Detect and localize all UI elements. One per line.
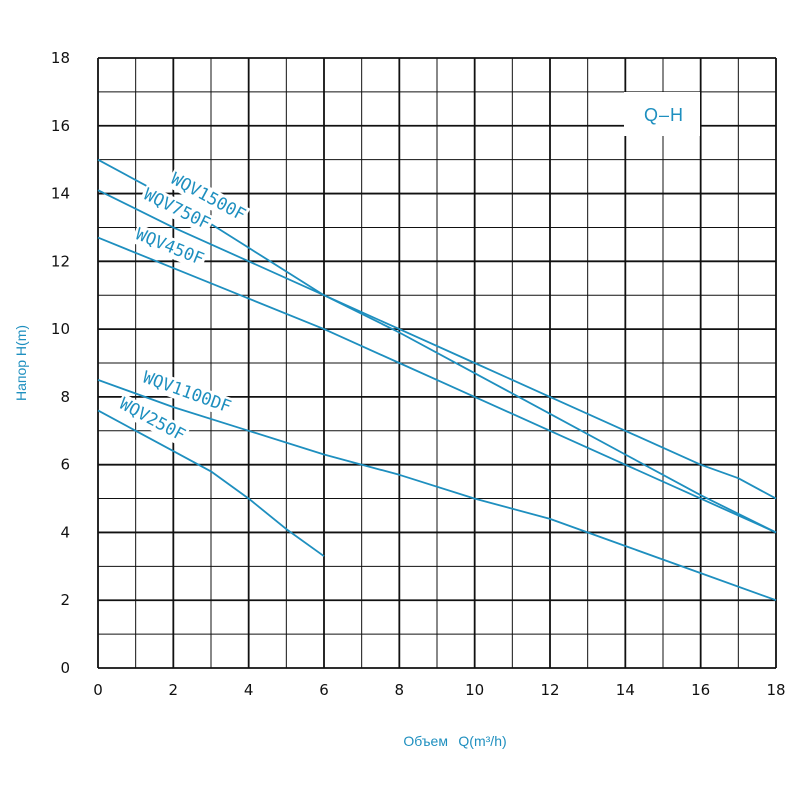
x-tick-label: 2	[169, 681, 179, 699]
series-label-bg	[114, 393, 191, 447]
series-label-group: WQV250F	[114, 393, 191, 447]
series-label-bg	[138, 366, 236, 419]
y-tick-label: 16	[51, 117, 70, 135]
x-tick-label: 0	[93, 681, 103, 699]
y-tick-labels: 0 2 4 6 8 10 12 14 16 18	[51, 49, 70, 677]
y-axis-label: Напор H(m)	[13, 325, 29, 401]
y-tick-label: 8	[60, 388, 70, 406]
y-tick-label: 18	[51, 49, 70, 67]
series-line-wqv750f	[97, 189, 777, 534]
series-label-wqv450f: WQV450F	[133, 224, 207, 269]
grid	[97, 57, 777, 669]
x-axis-label: Объем Q(m³/h)	[403, 733, 506, 750]
y-tick-label: 12	[51, 252, 70, 270]
x-tick-label: 4	[244, 681, 254, 699]
y-tick-label: 4	[60, 523, 70, 541]
x-tick-label: 18	[766, 681, 785, 699]
y-tick-label: 0	[60, 659, 70, 677]
annotation-qh: Q–H	[644, 105, 684, 125]
series-line-wqv250f	[97, 409, 325, 557]
x-axis-unit: Q(m³/h)	[458, 733, 506, 749]
y-tick-label: 10	[51, 320, 70, 338]
x-tick-label: 12	[540, 681, 559, 699]
x-tick-label: 6	[319, 681, 329, 699]
series-line-wqv1100df	[97, 379, 777, 602]
series-lines	[97, 158, 777, 602]
series-label-group: WQV450F	[130, 223, 209, 271]
series-label-bg	[165, 168, 251, 227]
annotation-box	[624, 92, 700, 136]
series-line-wqv450f	[97, 236, 777, 534]
series-label-bg	[130, 223, 209, 271]
y-tick-label: 6	[60, 456, 70, 474]
series-label-wqv250f: WQV250F	[116, 394, 189, 446]
y-tick-label: 14	[51, 185, 70, 203]
x-tick-label: 10	[465, 681, 484, 699]
x-axis-title: Объем	[403, 733, 448, 749]
x-tick-label: 14	[616, 681, 635, 699]
x-tick-label: 8	[395, 681, 405, 699]
y-tick-label: 2	[60, 591, 70, 609]
x-tick-label: 16	[691, 681, 710, 699]
series-label-bg	[138, 183, 215, 236]
x-tick-labels: 0 2 4 6 8 10 12 14 16 18	[93, 681, 785, 699]
series-line-wqv1500f	[97, 158, 777, 500]
